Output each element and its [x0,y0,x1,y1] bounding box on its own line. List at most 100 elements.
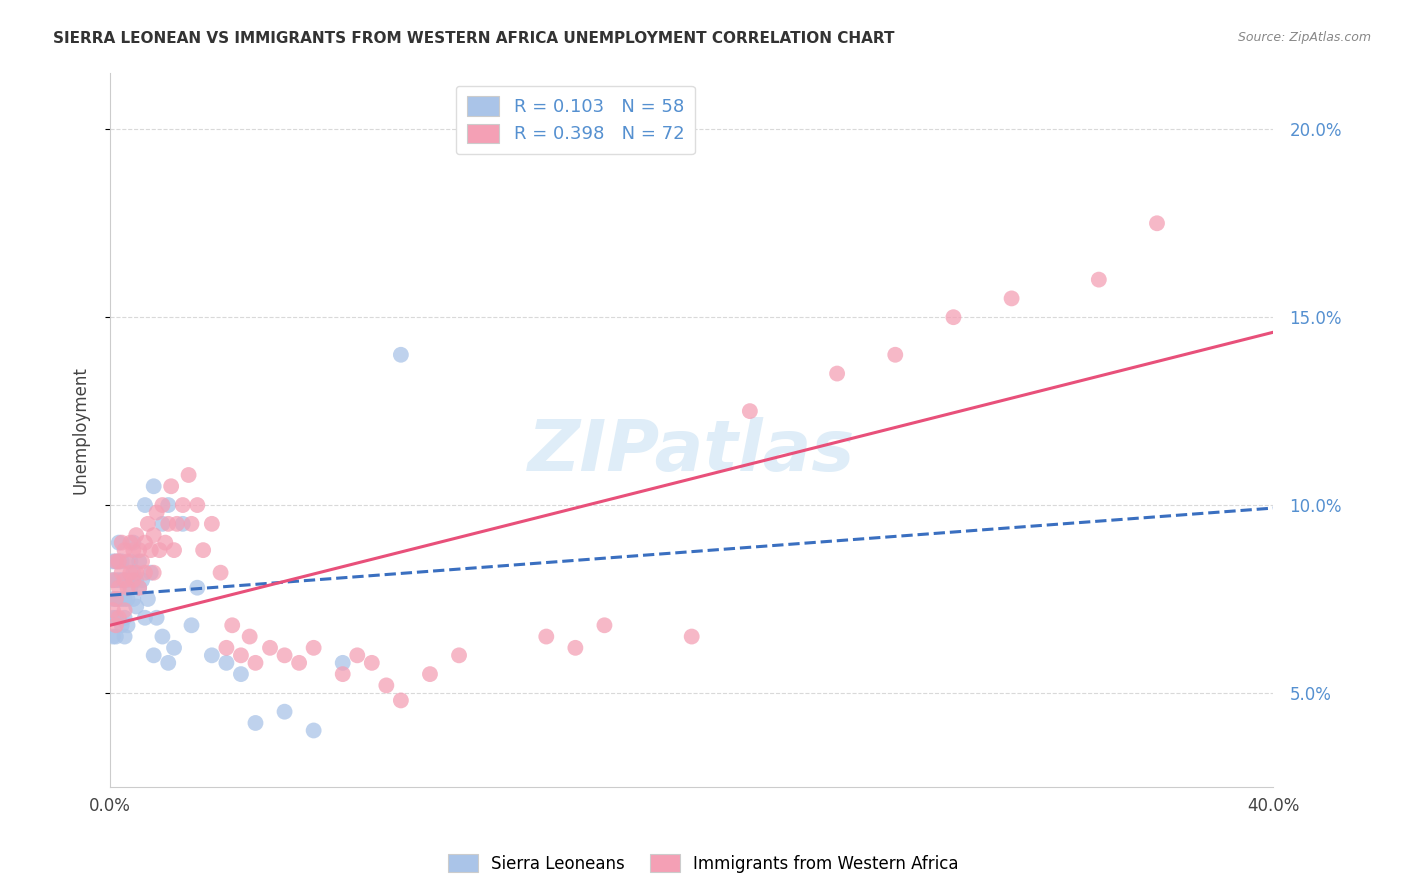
Point [134,535,156,549]
Point [111,618,134,632]
Point [142,479,165,493]
Point [117,592,139,607]
Point [120,566,142,580]
Point [101,592,124,607]
Point [134,611,156,625]
Point [104,592,127,607]
Point [273,648,295,663]
Point [825,367,848,381]
Point [122,573,145,587]
Text: SIERRA LEONEAN VS IMMIGRANTS FROM WESTERN AFRICA UNEMPLOYMENT CORRELATION CHART: SIERRA LEONEAN VS IMMIGRANTS FROM WESTER… [53,31,896,46]
Point [332,656,354,670]
Point [166,516,188,531]
Point [163,640,186,655]
Point [172,516,194,531]
Point [332,667,354,681]
Point [152,516,174,531]
Point [131,554,153,568]
Point [104,573,127,587]
Point [114,543,136,558]
Point [191,543,214,558]
Point [122,592,145,607]
Point [681,630,703,644]
Point [104,618,127,632]
Point [564,640,586,655]
Point [104,630,127,644]
Point [107,554,129,568]
Point [419,667,441,681]
Point [122,543,145,558]
Point [155,535,177,549]
Point [139,543,162,558]
Point [101,573,124,587]
Point [302,640,325,655]
Point [229,648,252,663]
Point [114,573,136,587]
Legend: R = 0.103   N = 58, R = 0.398   N = 72: R = 0.103 N = 58, R = 0.398 N = 72 [456,86,695,154]
Point [360,656,382,670]
Point [107,581,129,595]
Point [593,618,616,632]
Point [215,656,238,670]
Point [259,640,281,655]
Point [375,678,398,692]
Point [157,656,180,670]
Point [104,592,127,607]
Point [125,573,148,587]
Point [180,516,202,531]
Point [447,648,470,663]
Point [104,554,127,568]
Point [120,535,142,549]
Point [1088,272,1111,286]
Point [128,554,150,568]
Point [172,498,194,512]
Point [180,618,202,632]
Point [122,535,145,549]
Text: Source: ZipAtlas.com: Source: ZipAtlas.com [1237,31,1371,45]
Point [125,528,148,542]
Point [101,573,124,587]
Point [101,554,124,568]
Point [142,566,165,580]
Point [1000,292,1022,306]
Point [288,656,311,670]
Point [157,498,180,512]
Point [139,566,162,580]
Text: ZIPatlas: ZIPatlas [529,417,855,486]
Point [273,705,295,719]
Point [111,535,134,549]
Point [163,543,186,558]
Point [107,611,129,625]
Point [245,716,267,731]
Point [122,566,145,580]
Point [114,592,136,607]
Point [107,535,129,549]
Point [101,630,124,644]
Point [142,528,165,542]
Point [152,630,174,644]
Point [107,592,129,607]
Point [177,468,200,483]
Point [134,498,156,512]
Point [101,603,124,617]
Point [114,573,136,587]
Point [120,581,142,595]
Point [145,611,167,625]
Point [201,516,224,531]
Point [245,656,267,670]
Point [302,723,325,738]
Point [152,498,174,512]
Point [120,554,142,568]
Point [125,566,148,580]
Point [1146,216,1168,230]
Point [215,640,238,655]
Point [117,573,139,587]
Point [114,603,136,617]
Point [114,611,136,625]
Point [128,543,150,558]
Legend: Sierra Leoneans, Immigrants from Western Africa: Sierra Leoneans, Immigrants from Western… [441,847,965,880]
Point [107,573,129,587]
Point [134,566,156,580]
Point [229,667,252,681]
Point [111,566,134,580]
